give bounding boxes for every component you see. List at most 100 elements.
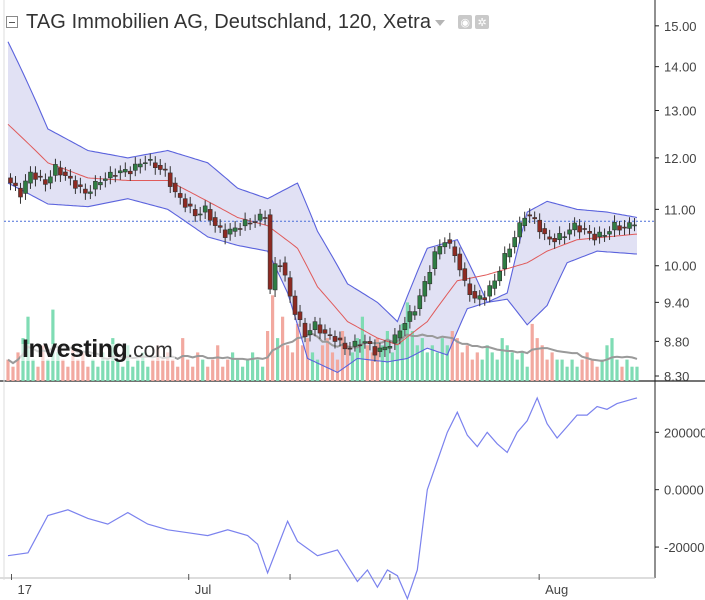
collapse-icon[interactable] — [6, 16, 18, 28]
candle-body — [322, 329, 328, 334]
candle-body — [417, 295, 423, 310]
candle-body — [78, 184, 83, 187]
price-tick-label: 8.80 — [664, 334, 689, 349]
volume-bar — [325, 338, 330, 381]
candle-body — [187, 203, 193, 207]
candle-body — [542, 228, 547, 235]
volume-bar — [475, 352, 479, 381]
candle-body — [33, 172, 38, 180]
candle-body — [337, 337, 343, 341]
candle-body — [367, 341, 373, 344]
volume-bar — [236, 359, 240, 381]
volume-bar — [600, 359, 604, 381]
candle-body — [622, 226, 627, 229]
candle-body — [527, 214, 533, 217]
candle-body — [133, 163, 138, 171]
volume-bar — [141, 352, 145, 381]
gear-icon[interactable]: ✲ — [475, 15, 490, 29]
candle-body — [282, 262, 288, 276]
candle-body — [422, 281, 428, 297]
volume-bar — [335, 359, 340, 381]
dropdown-caret-icon[interactable] — [435, 20, 446, 26]
time-tick-label: Aug — [545, 582, 568, 597]
candle-body — [577, 225, 582, 233]
indicator-axis-labels: 200000 0.0000 -200000 — [655, 425, 705, 555]
candle-body — [427, 271, 433, 285]
candle-body — [143, 162, 148, 164]
volume-bar — [271, 295, 275, 381]
volume-bar — [500, 338, 504, 381]
volume-bar — [6, 359, 10, 381]
volume-bar — [201, 359, 205, 381]
volume-bar — [256, 359, 260, 381]
volume-bar — [221, 366, 225, 381]
candle-body — [312, 321, 318, 331]
volume-bar — [505, 345, 509, 381]
candle-body — [128, 170, 133, 175]
candle-body — [48, 176, 53, 184]
candle-body — [547, 236, 552, 240]
candle-body — [597, 231, 602, 238]
candle-body — [317, 324, 323, 334]
volume-bar — [290, 352, 295, 381]
candle-body — [607, 231, 612, 235]
volume-bar — [231, 352, 235, 381]
candle-body — [38, 175, 43, 178]
candle-body — [412, 311, 418, 316]
candles — [8, 153, 637, 362]
candle-body — [138, 163, 143, 168]
volume-bar — [330, 352, 335, 381]
candle-body — [532, 217, 538, 220]
volume-bar — [276, 338, 280, 381]
candle-body — [222, 229, 228, 238]
candle-body — [177, 193, 183, 198]
volume-bar — [310, 352, 315, 381]
candle-body — [377, 347, 383, 352]
candle-body — [172, 182, 178, 193]
candle-body — [502, 253, 508, 269]
candle-body — [362, 341, 368, 344]
volume-bar — [565, 366, 569, 381]
candle-body — [302, 322, 308, 338]
candle-body — [212, 217, 218, 226]
eye-icon[interactable]: ◉ — [458, 15, 473, 29]
candle-body — [357, 344, 363, 347]
volume-bar — [525, 366, 529, 381]
candle-body — [113, 175, 118, 177]
price-tick-label: 14.00 — [664, 60, 697, 75]
volume-bar — [615, 359, 619, 381]
candle-body — [103, 178, 108, 181]
volume-bar — [370, 352, 374, 381]
candle-body — [512, 237, 518, 248]
candle-body — [482, 297, 488, 301]
volume-bar — [470, 359, 474, 381]
candle-body — [582, 228, 587, 230]
candle-body — [202, 205, 208, 213]
indicator-tick-label: 200000 — [664, 425, 705, 440]
volume-bar — [36, 366, 40, 381]
candle-body — [397, 330, 403, 339]
volume-bar — [450, 331, 454, 381]
logo-suffix: .com — [127, 339, 173, 362]
candle-body — [537, 219, 543, 233]
candle-body — [592, 233, 597, 241]
volume-bar — [390, 352, 394, 381]
volume-bar — [455, 338, 459, 381]
candle-body — [227, 228, 233, 235]
volume-bar — [510, 352, 514, 381]
price-tick-label: 11.00 — [664, 202, 696, 217]
volume-bar — [86, 366, 90, 381]
volume-bar — [166, 352, 170, 381]
candle-body — [507, 248, 513, 258]
volume-bar — [191, 366, 195, 381]
candle-body — [207, 209, 213, 221]
volume-bar — [350, 352, 355, 381]
volume-bar — [121, 366, 125, 381]
volume-bar — [131, 366, 135, 381]
candle-body — [23, 180, 28, 194]
candle-body — [552, 238, 557, 243]
candle-body — [123, 169, 128, 173]
candle-body — [182, 198, 188, 208]
candle-body — [118, 170, 123, 174]
candle-body — [492, 280, 498, 289]
